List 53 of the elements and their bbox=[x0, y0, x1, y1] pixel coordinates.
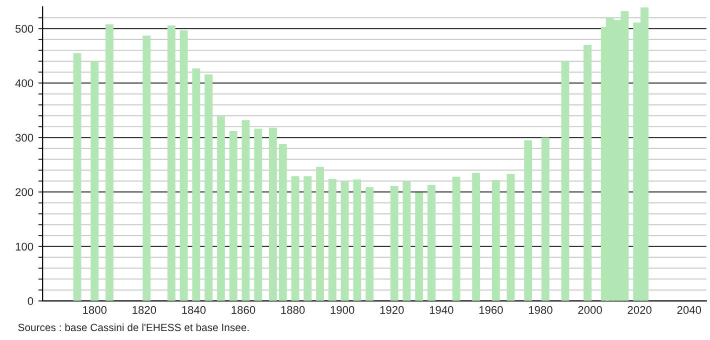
y-tick-label: 200 bbox=[16, 188, 34, 196]
bar bbox=[242, 120, 250, 301]
bar bbox=[254, 128, 262, 301]
bar bbox=[472, 172, 480, 301]
bar bbox=[269, 128, 277, 301]
bar bbox=[584, 44, 592, 301]
bar bbox=[524, 140, 532, 301]
y-tick-label: 500 bbox=[15, 24, 34, 33]
bar bbox=[452, 176, 460, 301]
bar bbox=[304, 176, 312, 301]
bar bbox=[291, 176, 300, 301]
bar bbox=[492, 180, 500, 301]
bar bbox=[316, 166, 324, 301]
bar bbox=[541, 138, 550, 301]
source-note: Sources : base Cassini de l'EHESS et base Insee. bbox=[18, 323, 249, 332]
y-tick-label: 0 bbox=[28, 297, 34, 306]
bar bbox=[353, 179, 362, 301]
bar bbox=[167, 25, 176, 301]
y-tick-label: 400 bbox=[15, 79, 34, 88]
x-tick-label: 1840 bbox=[182, 306, 206, 314]
bar bbox=[142, 36, 151, 301]
x-tick-label: 2020 bbox=[628, 306, 652, 314]
x-tick-label: 2000 bbox=[578, 306, 602, 314]
x-tick-label: 2040 bbox=[677, 306, 702, 314]
bar bbox=[366, 187, 374, 301]
bar bbox=[506, 174, 515, 301]
x-tick-label: 1820 bbox=[132, 306, 156, 314]
bar bbox=[216, 116, 225, 301]
bar bbox=[390, 186, 398, 301]
y-tick-label: 300 bbox=[15, 134, 34, 142]
bar bbox=[340, 182, 349, 301]
bar bbox=[180, 30, 188, 301]
bar bbox=[415, 192, 424, 301]
x-tick-label: 1920 bbox=[380, 306, 404, 314]
x-tick-label: 1980 bbox=[528, 306, 552, 314]
bar bbox=[90, 61, 99, 301]
x-tick-label: 1960 bbox=[479, 306, 503, 314]
bar bbox=[428, 184, 436, 301]
bar bbox=[73, 53, 82, 301]
x-tick-label: 1940 bbox=[430, 306, 454, 314]
y-tick-label: 100 bbox=[16, 242, 34, 251]
bar bbox=[229, 130, 238, 301]
bar bbox=[106, 24, 114, 301]
bar bbox=[204, 74, 213, 301]
bar bbox=[192, 68, 200, 301]
x-tick-label: 1800 bbox=[83, 306, 107, 314]
x-tick-label: 1860 bbox=[232, 306, 256, 314]
bar bbox=[561, 61, 570, 301]
bar bbox=[402, 182, 411, 301]
bar bbox=[278, 144, 287, 301]
x-tick-label: 1900 bbox=[330, 306, 354, 314]
bar bbox=[328, 178, 336, 301]
x-tick-label: 1880 bbox=[281, 306, 305, 314]
